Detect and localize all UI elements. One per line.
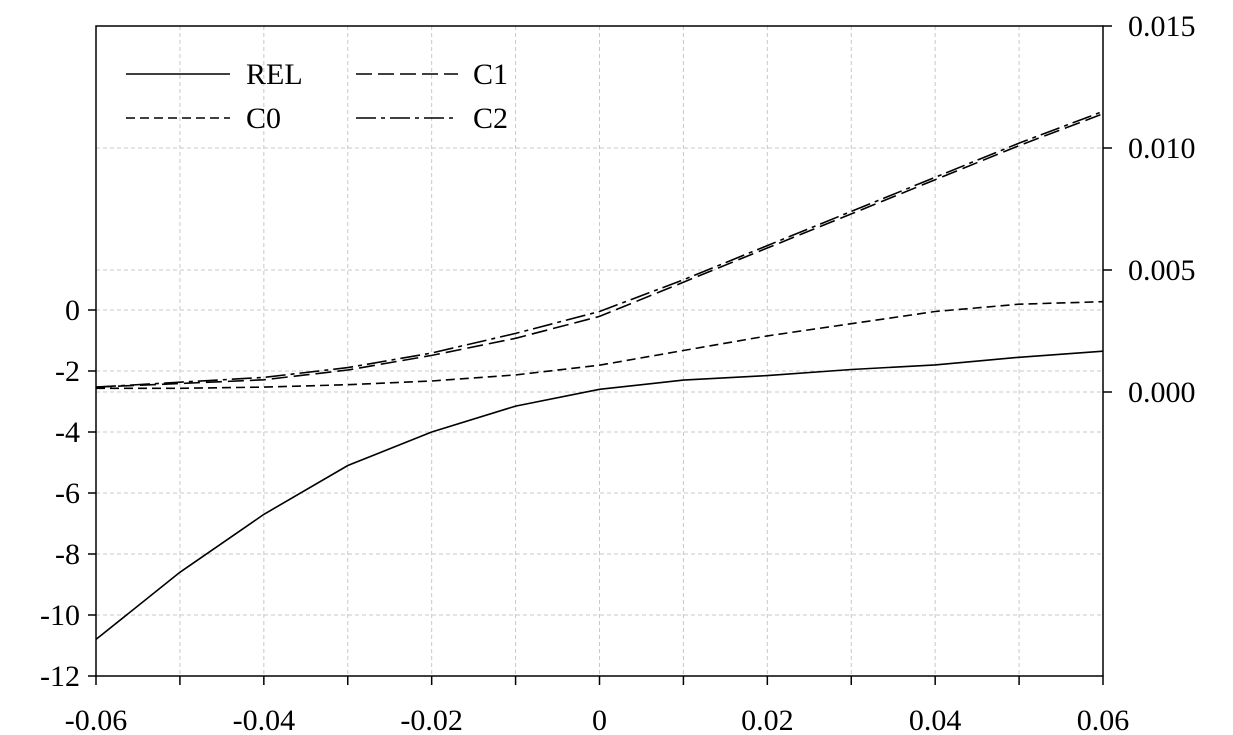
series-line-rel: [95, 350, 1104, 641]
legend-label-rel: REL: [246, 58, 303, 91]
series-line-c2: [95, 110, 1104, 388]
series-line-c1: [95, 113, 1104, 388]
legend-label-c2: C2: [473, 102, 508, 135]
x-tick-label: -0.04: [233, 704, 296, 735]
x-tick-label: 0.02: [741, 704, 794, 735]
x-tick-label: 0.06: [1077, 704, 1130, 735]
series-line-c0: [96, 300, 1104, 390]
right-y-tick-label: 0.015: [1128, 10, 1196, 43]
left-y-tick-label: -2: [55, 355, 80, 388]
left-y-tick-label: -4: [55, 416, 80, 449]
left-y-tick-label: -6: [55, 477, 80, 510]
legend-label-c1: C1: [473, 58, 508, 91]
x-tick-label: -0.02: [400, 704, 463, 735]
x-tick-label: 0: [592, 704, 607, 735]
left-y-tick-label: -10: [40, 599, 80, 632]
x-tick-label: -0.06: [65, 704, 128, 735]
right-y-tick-label: 0.000: [1128, 376, 1196, 409]
legend-label-c0: C0: [246, 102, 281, 135]
left-y-tick-label: -12: [40, 660, 80, 693]
right-y-tick-label: 0.010: [1128, 132, 1196, 165]
left-y-tick-label: 0: [65, 294, 80, 327]
right-y-tick-label: 0.005: [1128, 254, 1196, 287]
x-tick-label: 0.04: [909, 704, 962, 735]
left-y-tick-label: -8: [55, 538, 80, 571]
